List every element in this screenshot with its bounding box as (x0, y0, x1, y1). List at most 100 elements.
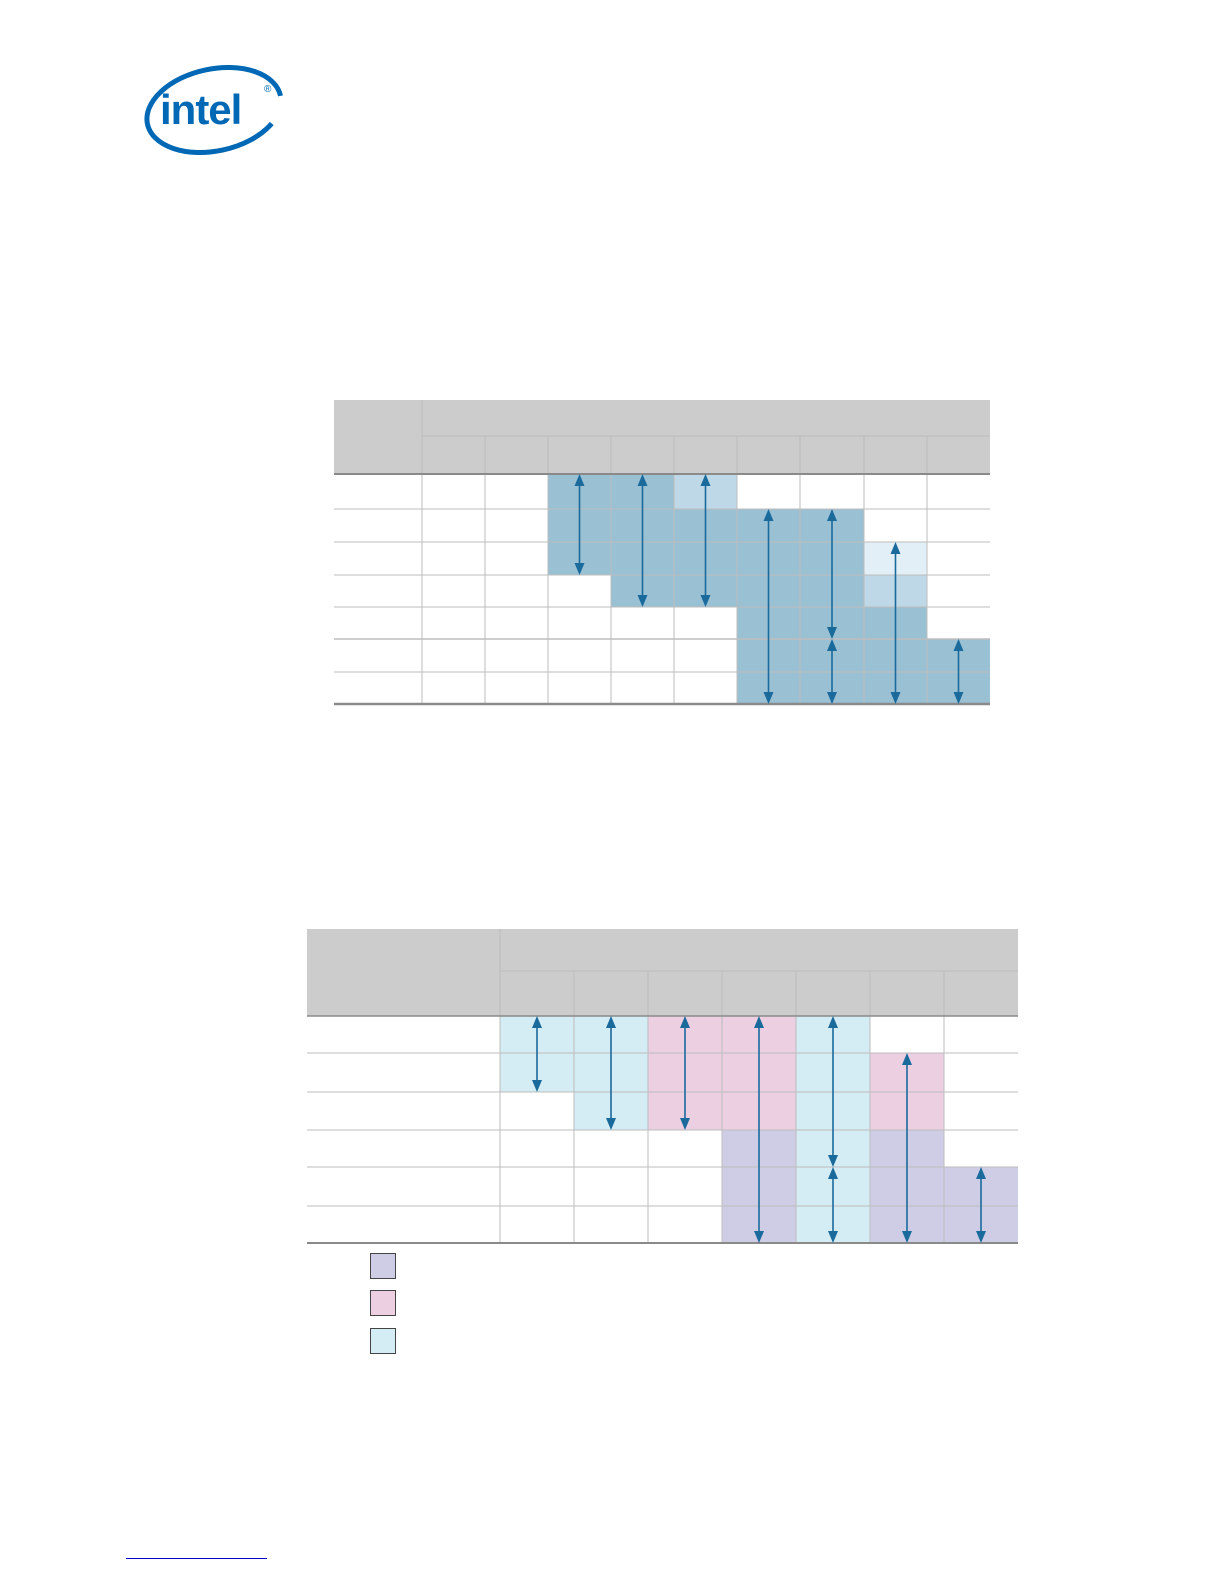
table-1-column-header (548, 436, 611, 474)
arrow-head-up (637, 474, 648, 486)
table-1-row-label-cell (334, 607, 422, 639)
table-2-cell (944, 1053, 1018, 1092)
table-2-column-header (500, 971, 574, 1016)
table-2-range-arrow (754, 1016, 764, 1243)
arrow-head-up (953, 639, 964, 651)
table-1-row-label-cell (334, 639, 422, 672)
table-2-cell (574, 1167, 648, 1206)
table-1-cell (485, 509, 548, 542)
table-2-row-label-cell (307, 1167, 500, 1206)
table-1-cell (864, 509, 927, 542)
table-1-cell (422, 672, 485, 704)
table-1-cell (927, 509, 990, 542)
table-2-range-arrow (532, 1016, 542, 1092)
arrow-head-up (828, 1167, 838, 1179)
arrow-head-down (637, 595, 648, 607)
table-1-row-label-cell (334, 474, 422, 509)
table-1-access-grid (334, 400, 990, 706)
table-2-row-label-cell (307, 1130, 500, 1167)
table-1-row-label-cell (334, 575, 422, 607)
arrow-head-up (532, 1016, 542, 1028)
table-1-cell (548, 672, 611, 704)
table-1-range-arrow (953, 639, 964, 704)
table-1-cell (485, 474, 548, 509)
table-2-cell (500, 1167, 574, 1206)
table-1-cell (737, 474, 800, 509)
table-2-column-header (648, 971, 722, 1016)
arrow-head-down (827, 692, 837, 704)
table-1-column-header (864, 436, 927, 474)
arrow-head-up (680, 1016, 690, 1028)
arrow-head-down (606, 1118, 616, 1130)
table-2-cell (500, 1092, 574, 1130)
table-1-cell (674, 607, 737, 639)
table-1-column-header (611, 436, 674, 474)
table-1-row-label-cell (334, 672, 422, 704)
table-2-cell (944, 1130, 1018, 1167)
table-1-cell (927, 474, 990, 509)
arrow-head-up (976, 1167, 986, 1179)
table-1-range-arrow (827, 639, 837, 704)
table-2-cell (648, 1130, 722, 1167)
table-2-cell (574, 1206, 648, 1243)
table-1-row-label-cell (334, 542, 422, 575)
table-1-range-arrow (700, 474, 711, 607)
logo-wordmark: intel (160, 86, 241, 133)
table-2-cell (500, 1206, 574, 1243)
arrow-head-down (953, 692, 964, 704)
table-2-row-label-cell (307, 1092, 500, 1130)
table-1-cell (422, 474, 485, 509)
table-2-corner-header (307, 929, 500, 1016)
arrow-head-up (763, 509, 774, 521)
table-1-cell (422, 542, 485, 575)
logo-registered-mark: ® (264, 84, 272, 95)
table-1-cell (611, 639, 674, 672)
table-1-cell (485, 542, 548, 575)
table-2-range-arrow (902, 1053, 912, 1243)
arrow-head-up (754, 1016, 764, 1028)
table-2-access-grid (307, 929, 1018, 1244)
table-2-range-arrow (680, 1016, 690, 1130)
arrow-head-up (700, 474, 711, 486)
arrow-head-down (700, 595, 711, 607)
table-1-cell (485, 672, 548, 704)
table-2-range-arrow (828, 1167, 838, 1243)
table-1-column-header (800, 436, 864, 474)
table-1-cell (485, 607, 548, 639)
table-2-range-arrow (828, 1016, 838, 1167)
table-1-cell (422, 509, 485, 542)
footer-link-underline[interactable] (126, 1558, 267, 1559)
table-1-range-arrow (637, 474, 648, 607)
table-1-cell (422, 607, 485, 639)
arrow-head-down (532, 1080, 542, 1092)
table-1-cell (674, 672, 737, 704)
table-2-cell (870, 1016, 944, 1053)
arrow-head-down (828, 1231, 838, 1243)
table-1-range-arrow (890, 542, 901, 704)
arrow-head-down (890, 692, 901, 704)
table-2-cell (648, 1206, 722, 1243)
table-1-cell (611, 672, 674, 704)
arrow-head-up (828, 1016, 838, 1028)
table-2-cell (574, 1130, 648, 1167)
arrow-head-up (827, 639, 837, 651)
table-2-range-arrow (976, 1167, 986, 1243)
table-1-cell (485, 639, 548, 672)
arrow-head-down (680, 1118, 690, 1130)
table-2-row-label-cell (307, 1016, 500, 1053)
table-1-cell (422, 575, 485, 607)
legend-swatch-purple (370, 1253, 396, 1279)
legend-swatch-blue (370, 1328, 396, 1354)
table-2-column-header (722, 971, 796, 1016)
table-1-cell (927, 542, 990, 575)
table-2-row-label-cell (307, 1053, 500, 1092)
arrow-head-down (754, 1231, 764, 1243)
table-1-range-arrow (763, 509, 774, 704)
table-1-cell (864, 474, 927, 509)
table-2-range-arrow (606, 1016, 616, 1130)
table-1-range-arrow (574, 474, 585, 575)
arrow-head-down (828, 1155, 838, 1167)
table-2-column-header (870, 971, 944, 1016)
intel-logo: intel ® (144, 64, 284, 156)
table-2-column-header (944, 971, 1018, 1016)
